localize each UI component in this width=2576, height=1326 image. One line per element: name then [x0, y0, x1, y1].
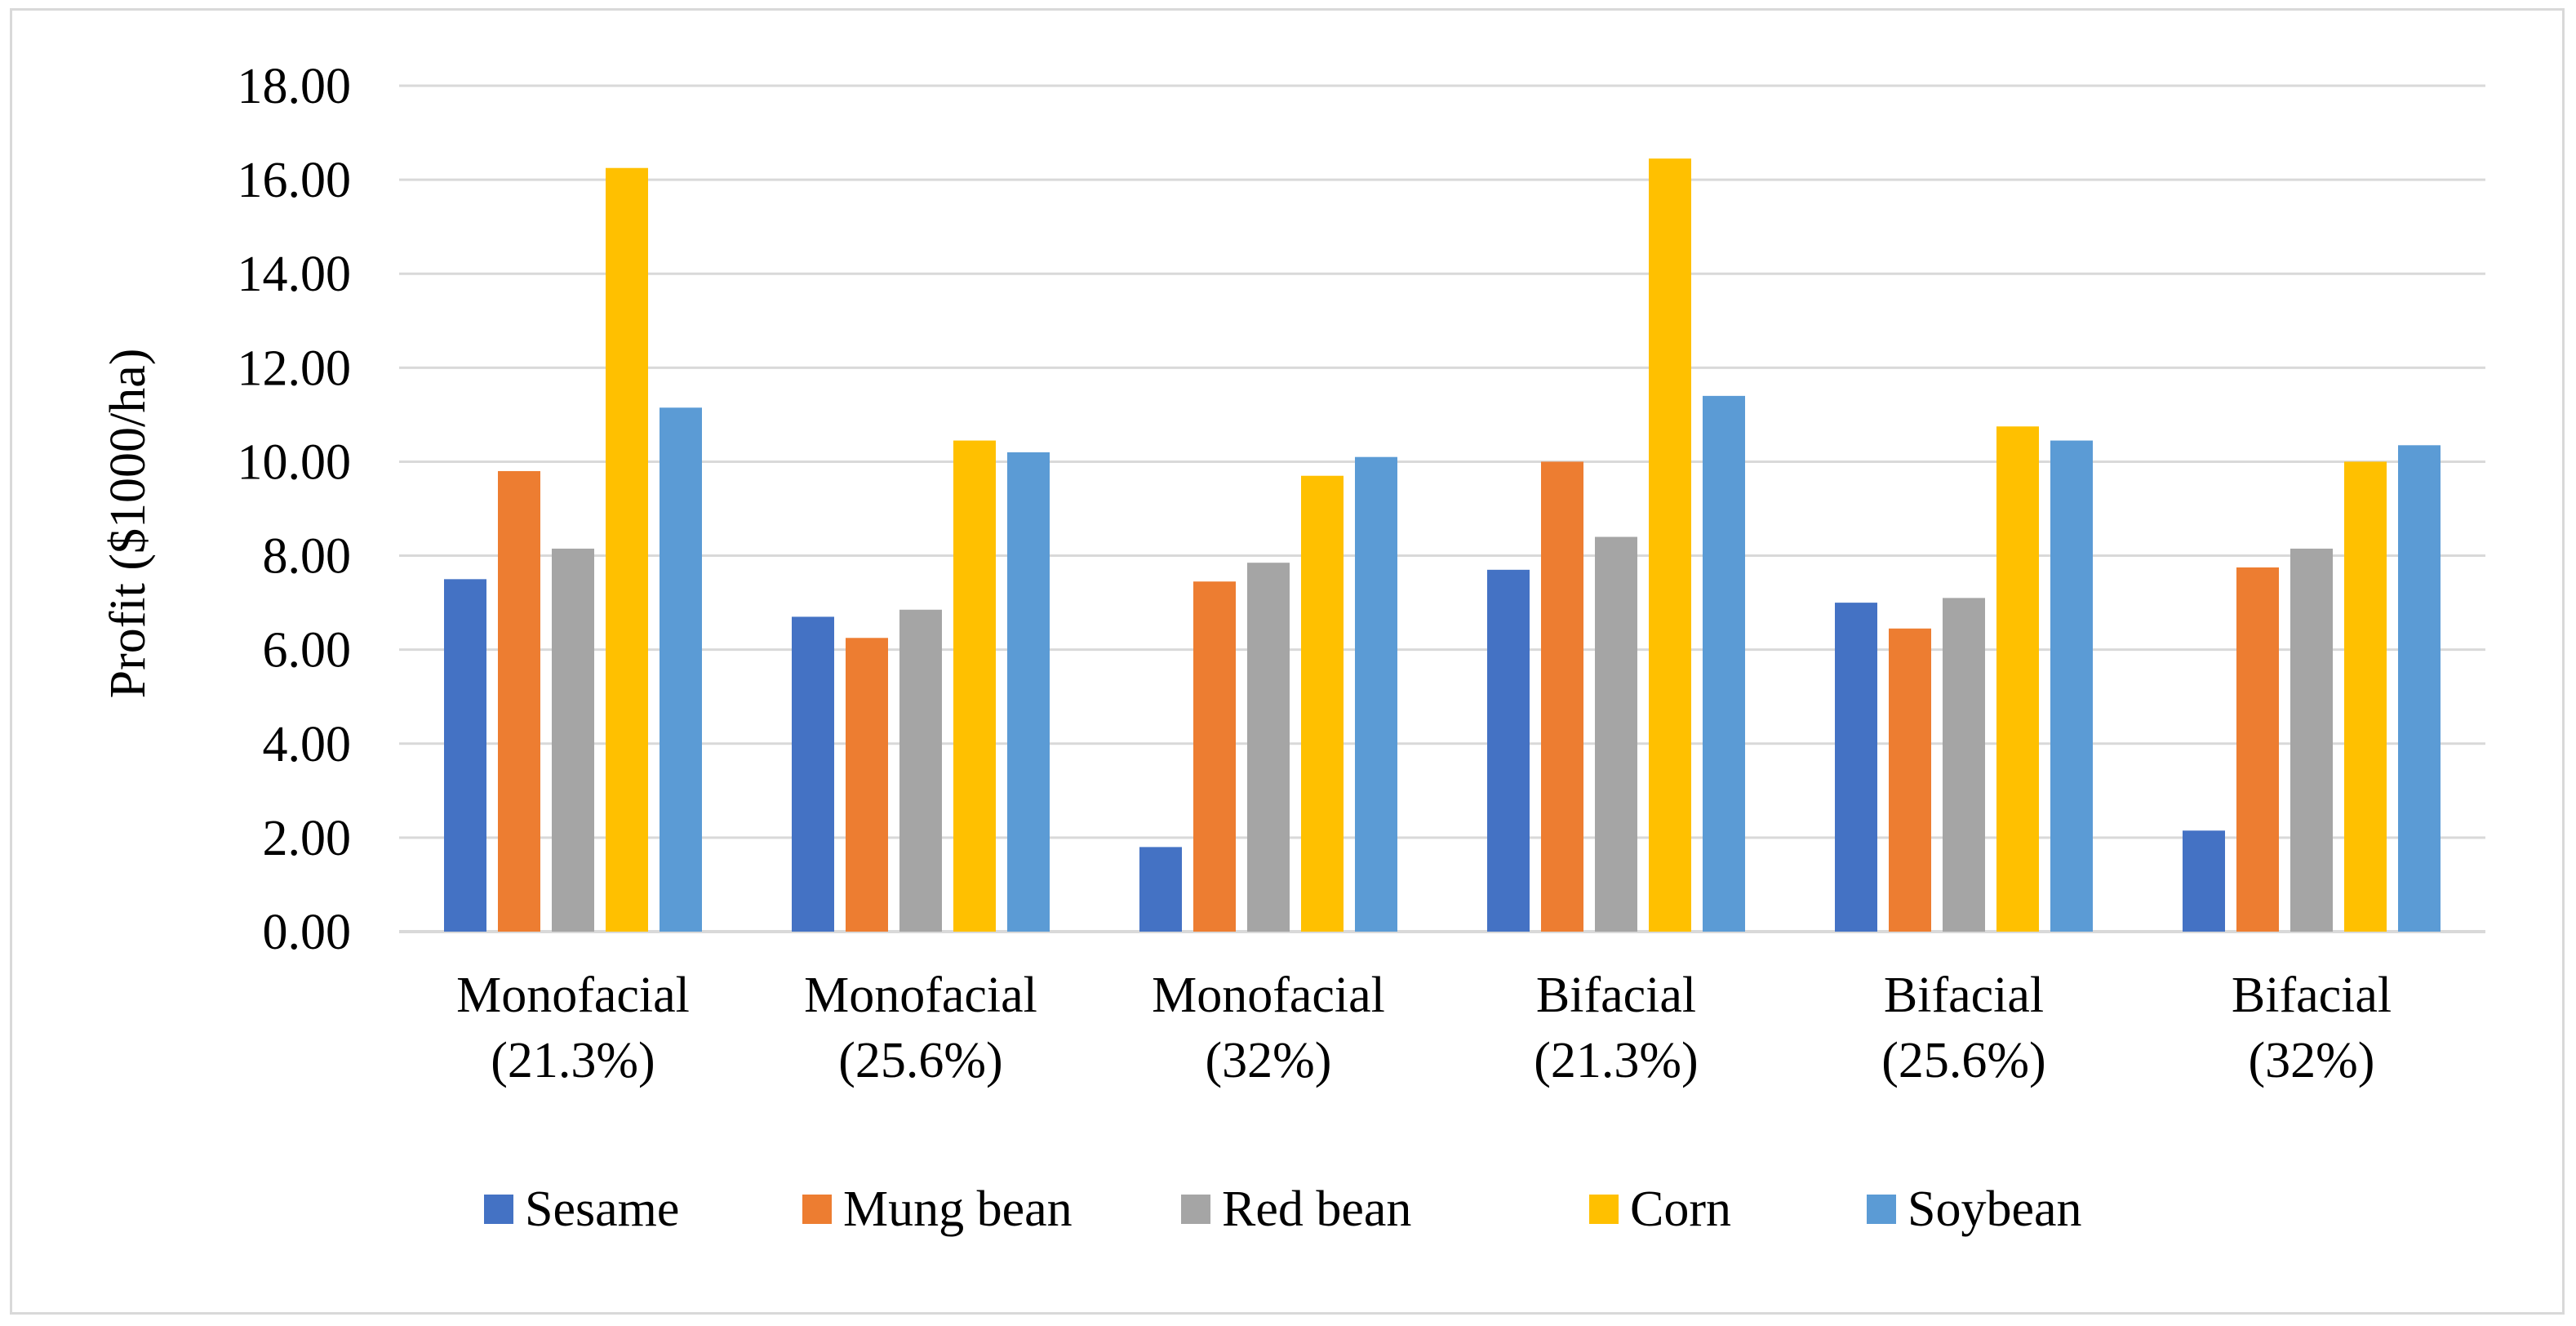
- bar: [2050, 440, 2093, 932]
- bar: [1247, 563, 1290, 932]
- x-tick-label: Monofacial: [1152, 968, 1385, 1023]
- legend-swatch: [802, 1195, 832, 1224]
- legend-swatch: [1867, 1195, 1896, 1224]
- bar: [1703, 395, 1745, 932]
- bar: [2183, 830, 2225, 932]
- bar: [2398, 445, 2441, 932]
- x-tick-label: (25.6%): [1881, 1033, 2045, 1088]
- bar: [2344, 461, 2387, 932]
- y-axis-ticks: 0.00 2.00 4.00 6.00 8.00 10.00 12.00 14.00 16.00…: [238, 59, 352, 960]
- bar: [1007, 452, 1050, 932]
- bar: [2290, 548, 2333, 932]
- x-tick-label: Monofacial: [804, 968, 1037, 1023]
- chart-frame: 0.00 2.00 4.00 6.00 8.00 10.00 12.00 14.00 16.00…: [10, 8, 2565, 1315]
- y-tick-label: 4.00: [263, 717, 352, 772]
- bar: [606, 167, 648, 932]
- bar: [1541, 461, 1583, 932]
- bar: [1355, 456, 1397, 932]
- bar: [792, 616, 834, 932]
- legend-swatch: [484, 1195, 513, 1224]
- legend-swatch: [1181, 1195, 1210, 1224]
- y-tick-label: 6.00: [263, 623, 352, 679]
- y-tick-label: 8.00: [263, 529, 352, 585]
- legend-swatch: [1589, 1195, 1619, 1224]
- y-tick-label: 14.00: [238, 247, 352, 302]
- gridlines: [399, 84, 2485, 933]
- y-tick-label: 10.00: [238, 434, 352, 490]
- x-tick-label: Bifacial: [1536, 968, 1696, 1023]
- bar: [1889, 628, 1931, 932]
- bar: [2236, 567, 2279, 932]
- y-tick-label: 12.00: [238, 340, 352, 396]
- bar: [846, 638, 888, 932]
- legend-label: Red bean: [1222, 1181, 1411, 1237]
- y-tick-label: 2.00: [263, 811, 352, 866]
- x-axis-ticks: Monofacial (21.3%) Monofacial (25.6%) Monofa…: [456, 968, 2392, 1088]
- bar: [1301, 475, 1344, 932]
- bar: [660, 407, 702, 932]
- legend: Sesame Mung bean Red bean Corn Soybean: [484, 1181, 2082, 1237]
- legend-label: Soybean: [1908, 1181, 2082, 1237]
- legend-label: Sesame: [525, 1181, 679, 1237]
- bar: [1943, 598, 1985, 932]
- bars: [444, 158, 2441, 932]
- y-tick-label: 16.00: [238, 153, 352, 208]
- x-tick-label: (32%): [1206, 1033, 1332, 1088]
- bar: [498, 470, 540, 932]
- bar: [1139, 847, 1182, 932]
- y-axis-title: Profit ($1000/ha): [100, 349, 156, 699]
- bar: [1487, 569, 1530, 932]
- y-tick-label: 0.00: [263, 905, 352, 960]
- bar: [1996, 426, 2039, 932]
- x-tick-label: (21.3%): [491, 1033, 655, 1088]
- x-tick-label: Monofacial: [456, 968, 690, 1023]
- bar: [1835, 603, 1877, 932]
- y-tick-label: 18.00: [238, 59, 352, 114]
- bar: [1193, 581, 1236, 932]
- x-tick-label: Bifacial: [1884, 968, 2044, 1023]
- bar: [1649, 158, 1691, 932]
- bar-chart: 0.00 2.00 4.00 6.00 8.00 10.00 12.00 14.00 16.00…: [100, 59, 2485, 1237]
- x-tick-label: (25.6%): [838, 1033, 1002, 1088]
- bar: [552, 548, 594, 932]
- x-tick-label: (32%): [2249, 1033, 2375, 1088]
- x-tick-label: (21.3%): [1534, 1033, 1698, 1088]
- bar: [444, 579, 486, 932]
- bar: [899, 609, 942, 932]
- x-tick-label: Bifacial: [2232, 968, 2392, 1023]
- bar: [1595, 536, 1637, 932]
- legend-label: Mung bean: [843, 1181, 1073, 1237]
- legend-label: Corn: [1630, 1181, 1731, 1237]
- bar: [953, 440, 996, 932]
